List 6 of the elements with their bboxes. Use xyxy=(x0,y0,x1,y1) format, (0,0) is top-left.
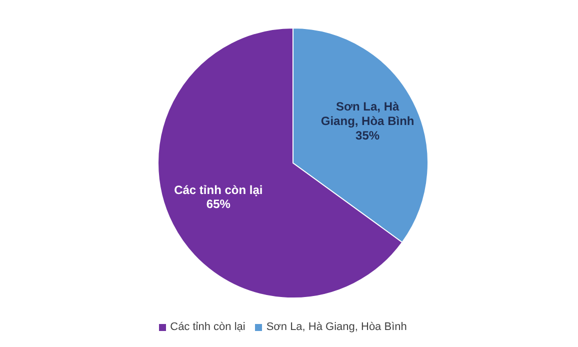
data-label: 65% xyxy=(206,197,231,212)
legend-label: Các tỉnh còn lại xyxy=(170,321,246,333)
slice-label: Sơn La, Hà Giang, Hòa Bình xyxy=(320,100,414,128)
data-label: 35% xyxy=(356,128,380,142)
legend-label: Sơn La, Hà Giang, Hòa Bình xyxy=(266,321,407,333)
slice-label: Các tỉnh còn lại xyxy=(174,182,263,197)
